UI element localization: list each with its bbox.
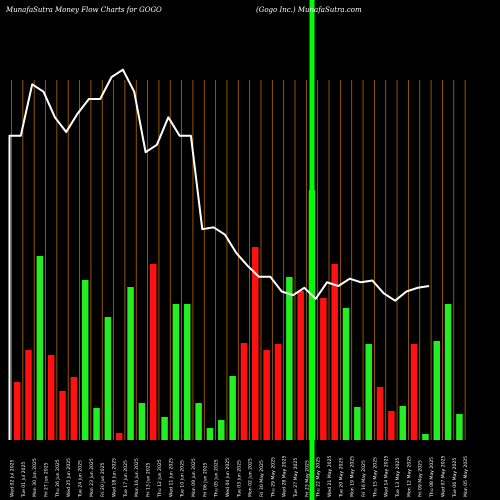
money-flow-bar	[286, 277, 293, 440]
x-axis-label: Mon 02 Jun 2025	[248, 458, 254, 497]
x-axis-label: Fri 13 Jun 2025	[146, 462, 152, 497]
money-flow-bar	[388, 411, 395, 440]
highlight-marker	[309, 0, 315, 500]
money-flow-bar	[365, 344, 372, 440]
x-axis-label: Mon 30 Jun 2025	[32, 458, 38, 497]
money-flow-bar	[410, 344, 418, 440]
x-axis-label: Wed 02 Jul 2025	[10, 459, 16, 497]
money-flow-bar	[36, 256, 44, 440]
x-axis-label: Fri 27 Jun 2025	[44, 462, 50, 497]
highlight-bar	[309, 0, 315, 500]
x-axis-label: Thu 26 Jun 2025	[55, 459, 61, 498]
money-flow-bar	[150, 264, 157, 440]
money-flow-bar	[161, 417, 168, 440]
chart-title-left: MunafaSutra Money Flow Charts for GOGO	[5, 6, 162, 14]
x-axis-label: Thu 15 May 2025	[372, 457, 378, 498]
x-axis-label: Mon 19 May 2025	[350, 456, 356, 497]
money-flow-bar	[184, 304, 191, 440]
price-line-group	[8, 68, 430, 440]
grid-lines	[11, 80, 466, 440]
x-axis-label: Wed 07 May 2025	[440, 455, 446, 497]
x-axis-label: Thu 22 May 2025	[316, 457, 322, 498]
money-flow-bar	[274, 344, 282, 440]
money-flow-bar	[81, 280, 89, 440]
x-axis-label: Wed 14 May 2025	[384, 455, 390, 497]
x-axis-label: Wed 25 Jun 2025	[66, 458, 72, 497]
x-axis-label: Thu 05 Jun 2025	[214, 459, 220, 498]
money-flow-bar	[342, 308, 350, 440]
money-flow-bar	[240, 343, 248, 440]
x-axis-label: Mon 09 Jun 2025	[191, 458, 197, 497]
x-axis-label: Tue 01 Jul 2025	[21, 462, 27, 498]
x-axis-label: Wed 28 May 2025	[282, 455, 288, 497]
x-axis-label: Mon 05 May 2025	[463, 456, 469, 497]
money-flow-bar	[115, 433, 123, 440]
x-axis-label: Thu 29 May 2025	[270, 457, 276, 498]
x-axis-label: Tue 13 May 2025	[395, 458, 401, 498]
money-flow-bar	[354, 407, 361, 440]
x-axis-label: Fri 16 May 2025	[361, 460, 367, 497]
x-axis-label: Fri 06 Jun 2025	[202, 462, 208, 497]
money-flow-bar	[433, 341, 440, 440]
x-axis-label: Mon 12 May 2025	[406, 456, 412, 497]
money-flow-bar	[229, 376, 236, 440]
x-axis-label: Thu 08 May 2025	[429, 457, 435, 498]
money-flow-bar	[444, 304, 452, 440]
money-flow-bar	[331, 264, 338, 440]
x-axis-label: Thu 12 Jun 2025	[157, 459, 163, 498]
x-axis-label: Tue 24 Jun 2025	[78, 460, 84, 498]
money-flow-bar	[456, 414, 463, 440]
money-flow-bar	[138, 403, 146, 440]
x-axis-label: Fri 23 May 2025	[304, 460, 310, 497]
x-axis-label: Tue 10 Jun 2025	[180, 460, 186, 498]
money-flow-bar	[104, 317, 112, 440]
money-flow-bars	[13, 190, 463, 440]
money-flow-bar	[127, 287, 134, 440]
money-flow-bar	[172, 304, 180, 440]
x-axis-label: Wed 18 Jun 2025	[112, 458, 118, 497]
x-axis-label: Wed 04 Jun 2025	[225, 458, 231, 497]
x-axis-label: Fri 30 May 2025	[259, 460, 265, 497]
money-flow-bar	[376, 387, 384, 440]
x-axis-label: Mon 23 Jun 2025	[89, 458, 95, 497]
x-axis-label: Tue 27 May 2025	[293, 458, 299, 498]
x-axis-labels: Wed 02 Jul 2025 Tue 01 Jul 2025 Mon 30 Jun…	[10, 455, 470, 498]
money-flow-bar	[399, 406, 406, 440]
money-flow-bar	[13, 382, 21, 440]
x-axis-label: Wed 11 Jun 2025	[168, 458, 174, 497]
money-flow-bar	[297, 291, 304, 440]
x-axis-label: Fri 20 Jun 2025	[100, 462, 106, 497]
money-flow-bar	[320, 298, 327, 440]
price-line	[8, 68, 430, 440]
money-flow-bar	[206, 428, 214, 440]
money-flow-bar	[59, 391, 66, 440]
money-flow-bar	[47, 355, 55, 440]
money-flow-bar	[218, 420, 225, 440]
x-axis-label: Fri 09 May 2025	[418, 460, 424, 497]
x-axis-label: Tue 17 Jun 2025	[123, 460, 129, 498]
x-axis-label: Wed 21 May 2025	[327, 455, 333, 497]
x-axis-label: Mon 16 Jun 2025	[134, 458, 140, 497]
money-flow-bar	[93, 408, 100, 440]
x-axis-label: Tue 06 May 2025	[452, 458, 458, 498]
x-axis-label: Tue 03 Jun 2025	[236, 460, 242, 498]
money-flow-bar	[252, 247, 259, 440]
money-flow-bar	[25, 350, 32, 440]
money-flow-bar	[422, 434, 429, 440]
x-axis-label: Tue 20 May 2025	[338, 458, 344, 498]
money-flow-bar	[195, 403, 202, 440]
money-flow-bar	[70, 377, 78, 440]
money-flow-bar	[263, 350, 270, 440]
chart-title-right: (Gogo Inc.) MunafaSutra.com	[256, 6, 362, 14]
